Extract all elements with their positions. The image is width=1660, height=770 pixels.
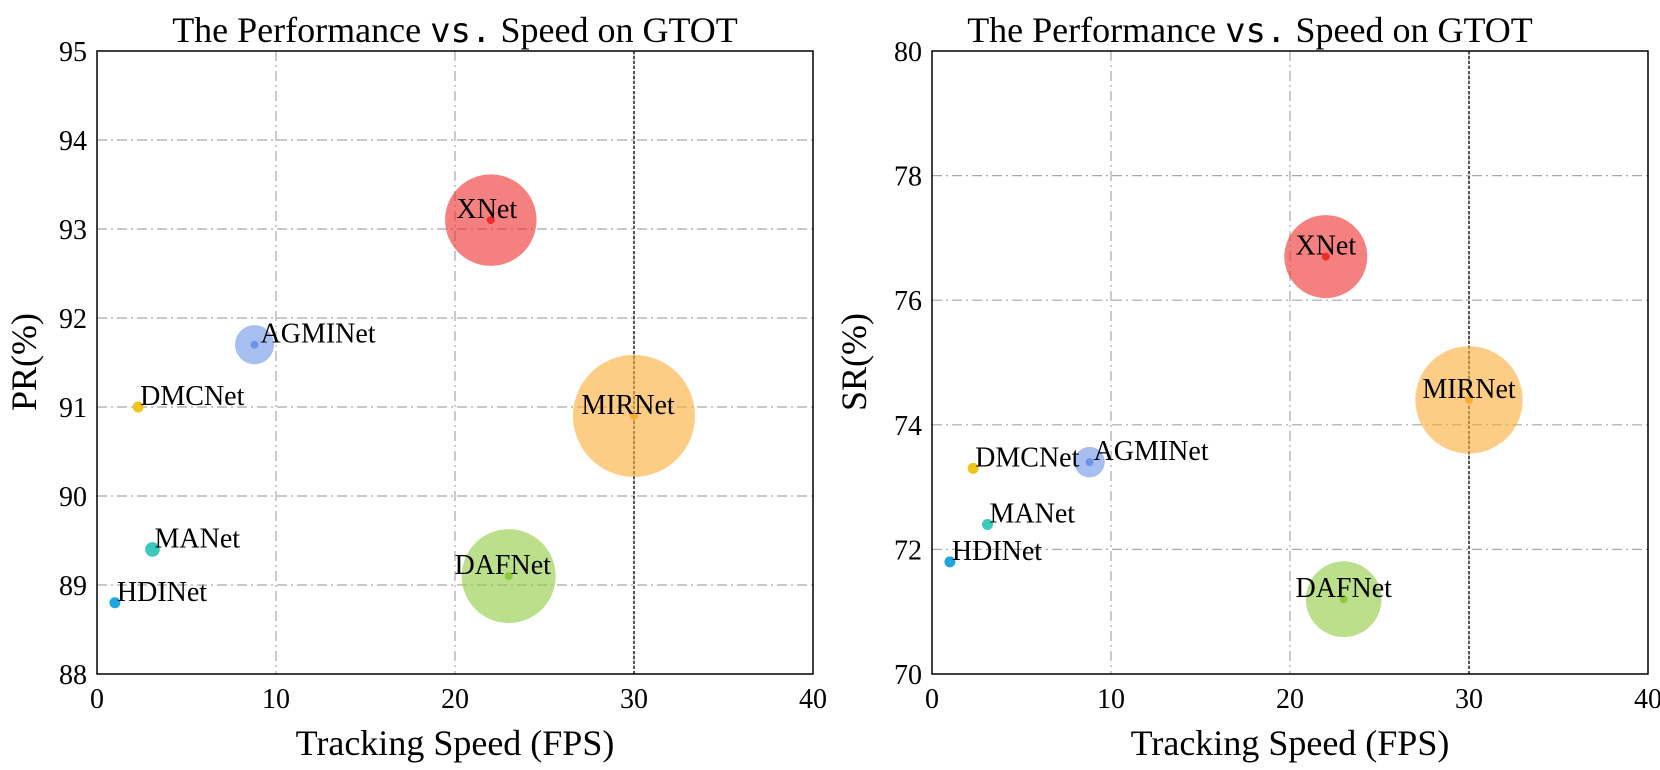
x-tick-label: 10 xyxy=(262,684,290,715)
x-tick-label: 0 xyxy=(925,684,939,715)
x-tick-label: 40 xyxy=(799,684,827,715)
chart-panel-pr: The Performance vs. Speed on GTOT 0 10 2… xyxy=(4,10,827,763)
y-tick-labels-pr: 88 89 90 91 92 93 94 95 xyxy=(59,37,87,691)
y-tick-label: 89 xyxy=(59,571,87,602)
y-tick-label: 72 xyxy=(894,535,922,566)
x-tick-label: 40 xyxy=(1634,684,1660,715)
point-label: HDINet xyxy=(117,577,207,608)
y-tick-label: 88 xyxy=(59,660,87,691)
chart-title-sr: The Performance vs. Speed on GTOT xyxy=(967,10,1533,51)
x-tick-label: 30 xyxy=(1455,684,1483,715)
y-tick-label: 74 xyxy=(894,411,922,442)
data-point-dmcnet xyxy=(134,403,143,411)
point-label: DAFNet xyxy=(454,550,551,581)
point-label: XNet xyxy=(456,194,517,225)
data-point-agminet xyxy=(250,340,259,349)
y-tick-label: 95 xyxy=(59,37,87,68)
y-tick-label: 94 xyxy=(59,126,87,157)
point-label: DAFNet xyxy=(1295,573,1392,604)
y-tick-label: 70 xyxy=(894,660,922,691)
y-tick-label: 92 xyxy=(59,304,87,335)
y-tick-label: 91 xyxy=(59,393,87,424)
data-point-manet xyxy=(983,520,992,529)
y-tick-label: 90 xyxy=(59,482,87,513)
chart-panel-sr: The Performance vs. Speed on GTOT 0 10 2… xyxy=(834,10,1660,763)
chart-title-pr: The Performance vs. Speed on GTOT xyxy=(172,10,738,51)
data-point-mirnet xyxy=(630,411,638,420)
point-label: MIRNet xyxy=(581,390,675,421)
y-tick-label: 78 xyxy=(894,162,922,193)
bubble-layer-sr xyxy=(944,215,1523,638)
data-point-dmcnet xyxy=(969,464,978,473)
y-axis-label-pr: PR(%) xyxy=(4,313,44,411)
point-label: DMCNet xyxy=(140,381,244,412)
data-point-hdinet xyxy=(945,557,954,566)
bubble-layer-pr xyxy=(109,174,695,624)
data-point-mirnet xyxy=(1465,395,1473,404)
point-label: XNet xyxy=(1295,231,1356,262)
x-tick-label: 30 xyxy=(620,684,648,715)
point-labels-pr: XNet AGMINet DMCNet MIRNet MANet DAFNet … xyxy=(117,194,675,608)
point-label: AGMINet xyxy=(1094,436,1209,467)
data-point-xnet xyxy=(1321,252,1330,261)
data-point-dafnet xyxy=(504,572,513,581)
plot-frame-sr xyxy=(931,50,1649,675)
point-labels-sr: XNet MIRNet DMCNet AGMINet MANet HDINet … xyxy=(952,231,1516,605)
data-point-xnet xyxy=(486,216,495,225)
x-tick-labels-pr: 0 10 20 30 40 xyxy=(90,684,827,715)
data-point-manet xyxy=(148,545,157,554)
x-tick-label: 20 xyxy=(1276,684,1304,715)
data-point-hdinet xyxy=(110,598,119,607)
point-label: AGMINet xyxy=(261,319,376,350)
point-label: MIRNet xyxy=(1422,374,1516,405)
y-tick-labels-sr: 70 72 74 76 78 80 xyxy=(894,37,922,691)
y-tick-label: 93 xyxy=(59,215,87,246)
y-tick-label: 80 xyxy=(894,37,922,68)
x-tick-label: 20 xyxy=(441,684,469,715)
y-axis-label-sr: SR(%) xyxy=(834,313,874,411)
data-point-agminet xyxy=(1085,458,1094,467)
point-label: MANet xyxy=(989,498,1075,529)
data-point-dafnet xyxy=(1339,595,1348,604)
grid-lines-sr xyxy=(932,51,1648,674)
y-tick-label: 76 xyxy=(894,286,922,317)
x-axis-label-sr: Tracking Speed (FPS) xyxy=(1131,723,1450,763)
x-tick-labels-sr: 0 10 20 30 40 xyxy=(925,684,1660,715)
x-tick-label: 10 xyxy=(1097,684,1125,715)
plot-frame-pr xyxy=(96,50,814,675)
point-label: MANet xyxy=(154,523,240,554)
x-axis-label-pr: Tracking Speed (FPS) xyxy=(296,723,615,763)
point-label: DMCNet xyxy=(975,442,1079,473)
point-label: HDINet xyxy=(952,536,1042,567)
x-tick-label: 0 xyxy=(90,684,104,715)
